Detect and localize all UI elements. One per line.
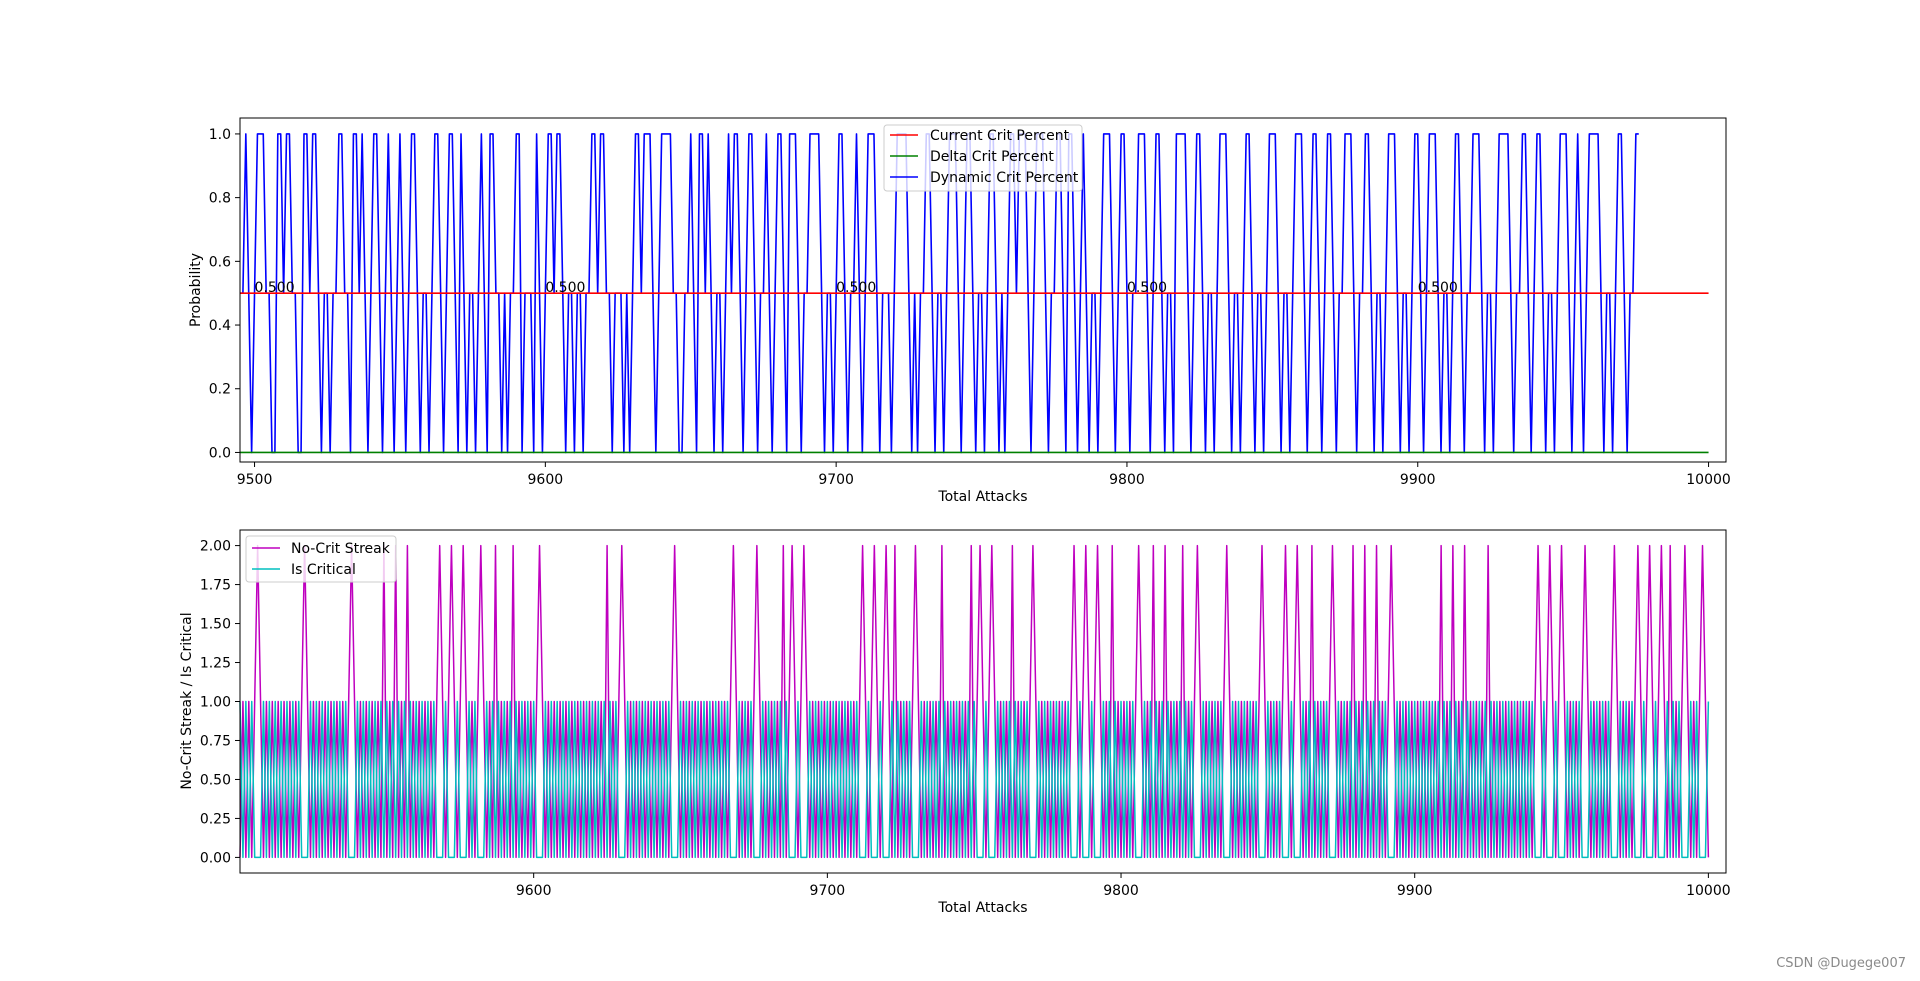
bottom-chart-y-ticks: 0.00 0.25 0.50 0.75 1.00 1.25 1.50 1.75 2.00 [200, 539, 240, 866]
y-tick-label: 1.0 [209, 127, 231, 143]
y-tick-label: 0.75 [200, 733, 231, 749]
x-tick-label: 9800 [1103, 883, 1139, 899]
x-tick-label: 9800 [1109, 472, 1145, 488]
value-annotation: 0.500 [255, 280, 295, 296]
y-tick-label: 0.6 [209, 254, 231, 270]
bottom-chart-legend-box [245, 535, 397, 583]
y-tick-label: 0.4 [209, 318, 231, 334]
bottom-chart-plot-area [239, 544, 1710, 859]
top-chart-y-ticks: 0.0 0.2 0.4 0.6 0.8 1.0 [209, 127, 240, 461]
bottom-chart-legend: No-Crit Streak Is Critical [245, 535, 397, 583]
top-chart-frame [239, 117, 1727, 463]
value-annotation: 0.500 [1418, 280, 1458, 296]
value-annotation: 0.500 [545, 280, 585, 296]
bottom-chart: 9600 9700 9800 9900 10000 0.00 0.25 0.50 0.75 1.… [179, 529, 1731, 916]
value-annotation: 0.500 [836, 280, 876, 296]
legend-label-dynamic-crit: Dynamic Crit Percent [930, 170, 1079, 186]
bottom-chart-x-axis-label: Total Attacks [937, 900, 1027, 916]
series-is-critical [239, 700, 1710, 859]
y-tick-label: 0.2 [209, 382, 231, 398]
legend-label-is-critical: Is Critical [291, 562, 356, 578]
y-tick-label: 0.50 [200, 772, 231, 788]
top-chart-annotations: 0.500 0.500 0.500 0.500 0.500 [255, 280, 1458, 296]
y-tick-label: 1.50 [200, 617, 231, 633]
x-tick-label: 9600 [516, 883, 552, 899]
x-tick-label: 9600 [528, 472, 564, 488]
x-tick-label: 9500 [237, 472, 273, 488]
y-tick-label: 1.25 [200, 656, 231, 672]
y-tick-label: 0.0 [209, 445, 231, 461]
y-tick-label: 0.00 [200, 850, 231, 866]
y-tick-label: 0.8 [209, 191, 231, 207]
top-chart-y-axis-label: Probability [188, 253, 204, 327]
watermark: CSDN @Dugege007 [1776, 956, 1906, 971]
y-tick-label: 2.00 [200, 539, 231, 555]
x-tick-label: 10000 [1686, 472, 1731, 488]
x-tick-label: 9900 [1400, 472, 1436, 488]
top-chart-x-ticks: 9500 9600 9700 9800 9900 10000 [237, 462, 1731, 488]
top-chart: 9500 9600 9700 9800 9900 10000 0.00.20.40.60.… [188, 117, 1731, 505]
top-chart-plot-area [240, 133, 1709, 454]
top-chart-legend-box [883, 124, 1083, 192]
top-chart-legend: Current Crit Percent Delta Crit Percent … [883, 124, 1083, 192]
y-tick-label: 1.00 [200, 695, 231, 711]
bottom-chart-x-ticks: 9600 9700 9800 9900 10000 [516, 873, 1731, 899]
legend-label-no-crit-streak: No-Crit Streak [291, 541, 391, 557]
x-tick-label: 9900 [1397, 883, 1433, 899]
x-tick-label: 10000 [1686, 883, 1731, 899]
x-tick-label: 9700 [818, 472, 854, 488]
x-tick-label: 9700 [810, 883, 846, 899]
top-chart-x-axis-label: Total Attacks [937, 489, 1027, 505]
bottom-chart-y-axis-label: No-Crit Streak / Is Critical [179, 612, 195, 789]
series-no-crit-streak [239, 544, 1710, 859]
legend-label-current-crit: Current Crit Percent [930, 128, 1070, 144]
value-annotation: 0.500 [1127, 280, 1167, 296]
legend-label-delta-crit: Delta Crit Percent [930, 149, 1054, 165]
y-tick-label: 1.75 [200, 578, 231, 594]
y-tick-label: 0.25 [200, 811, 231, 827]
